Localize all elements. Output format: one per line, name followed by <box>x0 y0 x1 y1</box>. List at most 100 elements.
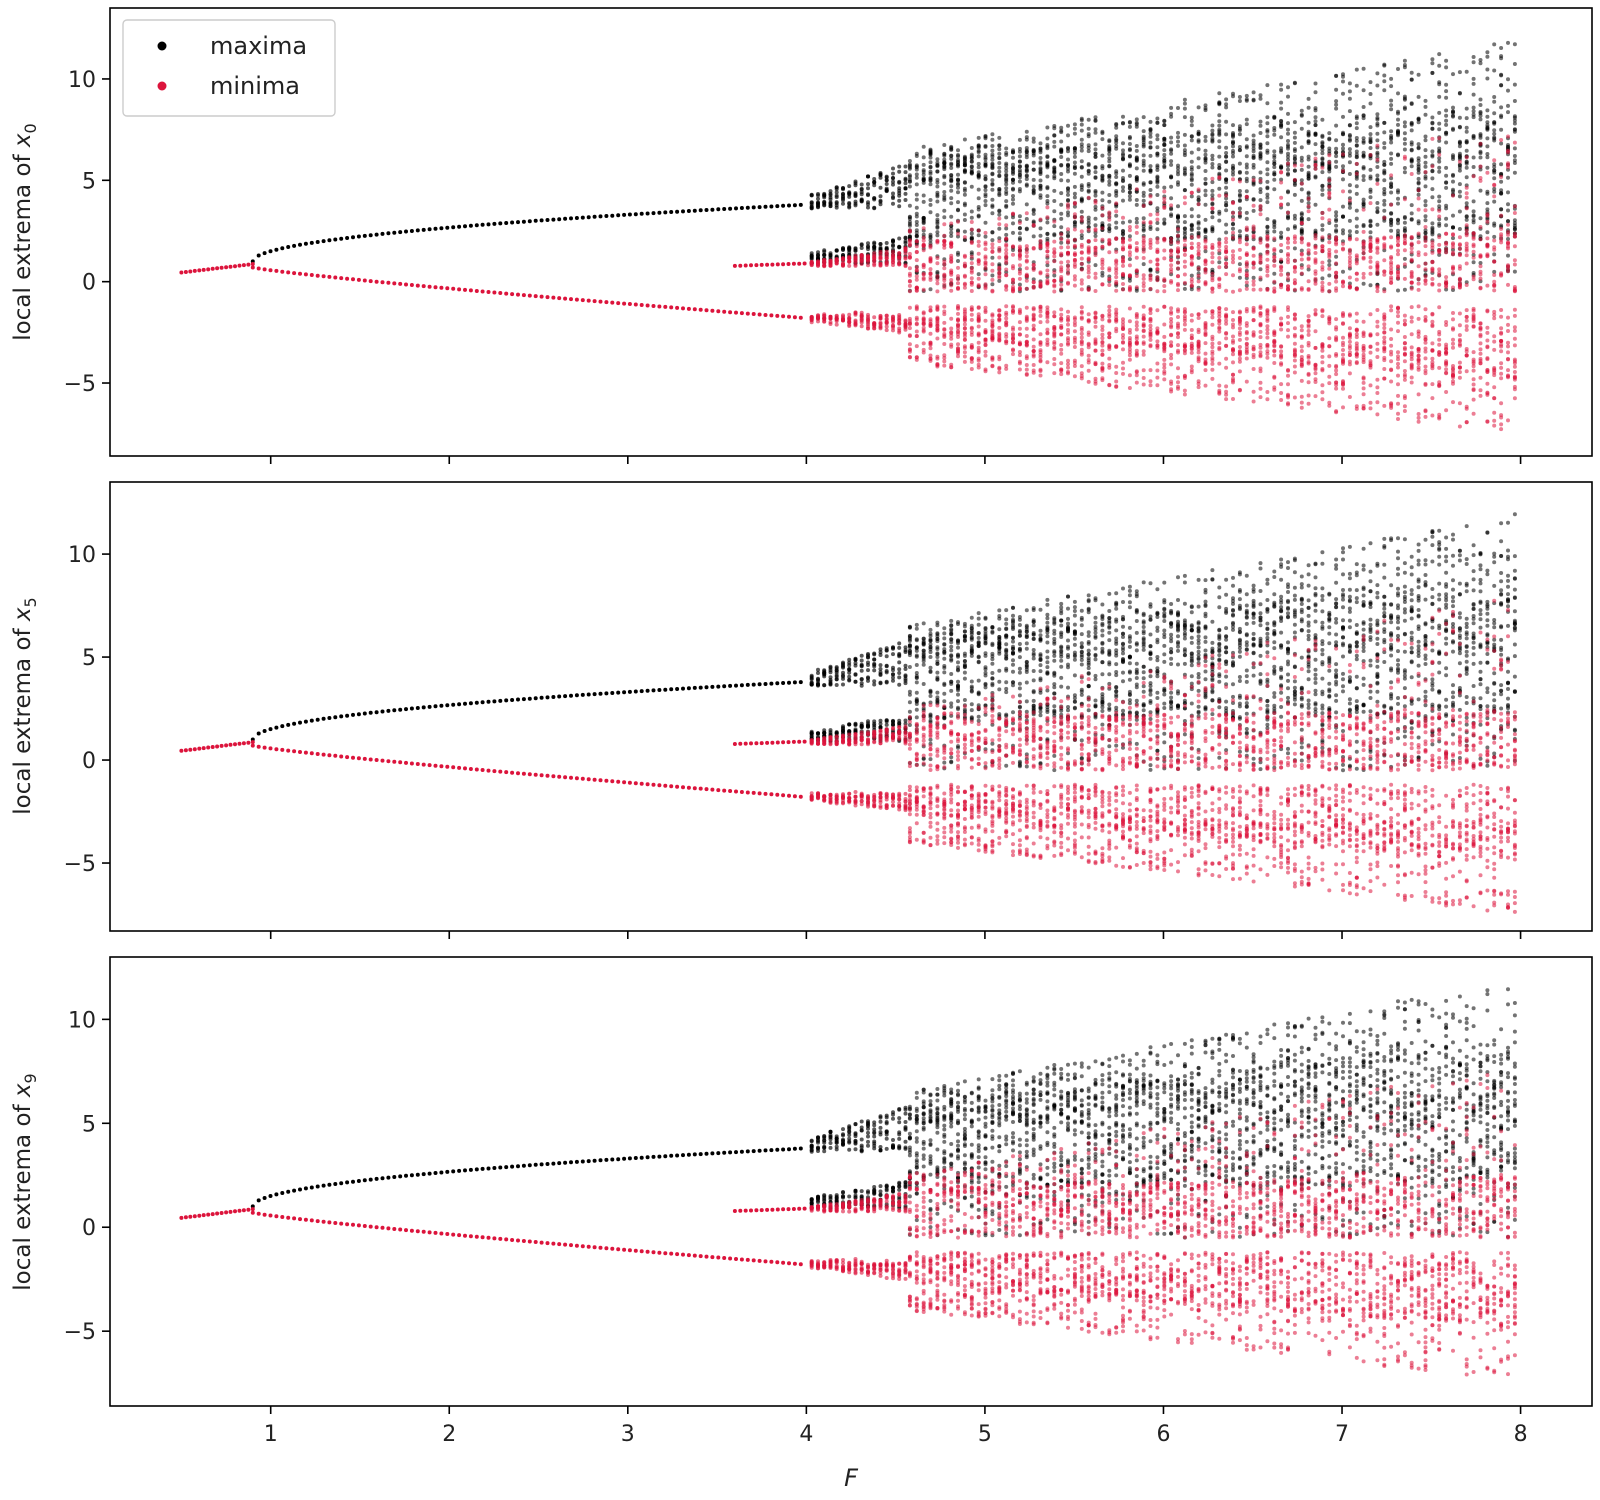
minima-point <box>1086 239 1091 244</box>
maxima-point <box>1292 213 1297 218</box>
maxima-point <box>809 204 814 209</box>
minima-point <box>1203 238 1208 243</box>
minima-point <box>976 350 981 355</box>
minima-point <box>1052 239 1057 244</box>
maxima-point <box>1409 217 1414 222</box>
minima-point <box>884 251 889 256</box>
maxima-point <box>1402 170 1407 175</box>
maxima-point <box>1189 115 1194 120</box>
maxima-point <box>1066 123 1070 128</box>
maxima-point <box>1423 112 1428 117</box>
maxima-point <box>1444 82 1449 87</box>
minima-point <box>1217 318 1222 323</box>
maxima-point <box>809 255 814 260</box>
maxima-point <box>1196 232 1201 236</box>
maxima-point <box>1017 146 1022 151</box>
minima-point <box>1121 366 1125 371</box>
minima-point <box>822 263 827 268</box>
maxima-point <box>1189 173 1194 178</box>
minima-point <box>921 347 926 352</box>
maxima-point <box>935 213 940 218</box>
maxima-point <box>942 165 947 170</box>
maxima-point <box>1100 190 1105 195</box>
maxima-point <box>1313 119 1318 124</box>
maxima-point <box>1286 144 1290 149</box>
minima-point <box>686 306 691 311</box>
minima-point <box>1169 381 1174 386</box>
minima-point <box>409 283 414 287</box>
maxima-point <box>1004 199 1009 204</box>
maxima-point <box>1258 170 1263 175</box>
maxima-point <box>1210 162 1215 166</box>
maxima-point <box>1038 172 1043 176</box>
minima-point <box>492 290 497 295</box>
minima-point <box>286 270 291 275</box>
maxima-point <box>1210 139 1215 144</box>
minima-point <box>907 342 912 347</box>
maxima-point <box>942 190 947 194</box>
minima-point <box>802 261 807 266</box>
minima-point <box>1017 244 1022 249</box>
maxima-point <box>983 134 988 138</box>
maxima-point <box>1127 124 1132 129</box>
minima-point <box>1066 227 1070 232</box>
minima-point <box>1169 317 1174 321</box>
minima-point <box>233 264 237 269</box>
maxima-point <box>969 165 974 169</box>
minima-point <box>1114 288 1119 293</box>
maxima-point <box>1072 184 1077 189</box>
maxima-point <box>1444 206 1449 211</box>
minima-point <box>1072 274 1077 279</box>
minima-point <box>1031 344 1036 349</box>
minima-point <box>1169 343 1174 348</box>
maxima-point <box>1512 99 1517 103</box>
maxima-point <box>1121 176 1125 180</box>
maxima-point <box>956 162 960 167</box>
maxima-point <box>884 182 889 186</box>
maxima-point <box>1079 209 1084 214</box>
maxima-point <box>1189 223 1194 228</box>
maxima-point <box>1512 170 1517 175</box>
minima-point <box>859 320 864 325</box>
maxima-point <box>1134 216 1139 221</box>
minima-point <box>1189 318 1194 323</box>
minima-point <box>928 272 933 277</box>
minima-point <box>1155 267 1160 272</box>
maxima-point <box>928 176 933 181</box>
minima-point <box>1148 212 1153 217</box>
minima-point <box>891 249 895 254</box>
maxima-point <box>1437 194 1442 199</box>
minima-point <box>976 228 981 233</box>
maxima-point <box>1004 192 1009 196</box>
maxima-point <box>907 223 912 228</box>
maxima-point <box>1451 225 1455 230</box>
maxima-point <box>907 184 912 189</box>
maxima-point <box>1210 193 1215 198</box>
maxima-point <box>1203 217 1208 222</box>
minima-point <box>1155 361 1160 366</box>
maxima-point <box>1155 165 1160 170</box>
minima-point <box>897 251 902 256</box>
minima-point <box>1017 361 1022 366</box>
maxima-point <box>1072 195 1077 200</box>
maxima-point <box>976 175 981 180</box>
minima-point <box>921 248 926 253</box>
minima-point <box>1251 344 1256 349</box>
maxima-point <box>1072 191 1077 196</box>
maxima-point <box>983 234 988 239</box>
maxima-point <box>586 215 591 220</box>
maxima-point <box>1471 199 1476 204</box>
maxima-point <box>1485 230 1490 235</box>
maxima-point <box>1121 188 1125 193</box>
minima-point <box>907 239 912 244</box>
maxima-point <box>1237 198 1242 203</box>
maxima-point <box>1361 197 1366 202</box>
minima-point <box>956 346 960 351</box>
maxima-point <box>1341 204 1345 209</box>
maxima-point <box>1169 140 1174 145</box>
minima-point <box>1251 246 1256 251</box>
minima-point <box>1107 356 1112 361</box>
maxima-point <box>1017 175 1022 180</box>
minima-point <box>969 345 974 350</box>
maxima-point <box>1402 147 1407 152</box>
